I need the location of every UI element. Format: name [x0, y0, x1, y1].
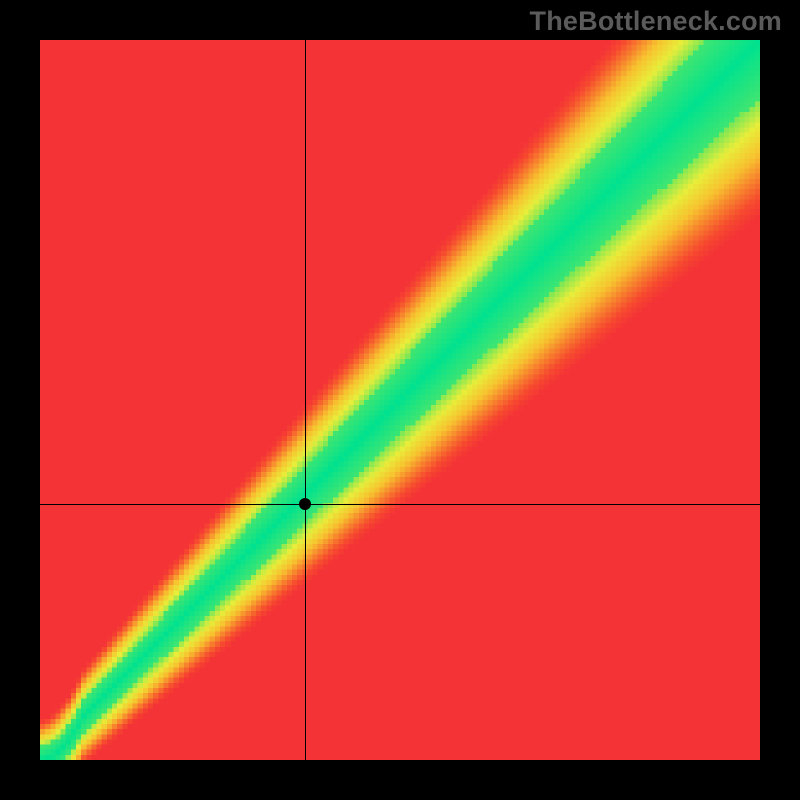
crosshair-marker	[299, 498, 311, 510]
crosshair-vertical	[305, 40, 306, 760]
bottleneck-heatmap	[40, 40, 760, 760]
crosshair-horizontal	[40, 504, 760, 505]
watermark-text: TheBottleneck.com	[530, 6, 782, 37]
heatmap-canvas	[40, 40, 760, 760]
stage: TheBottleneck.com	[0, 0, 800, 800]
